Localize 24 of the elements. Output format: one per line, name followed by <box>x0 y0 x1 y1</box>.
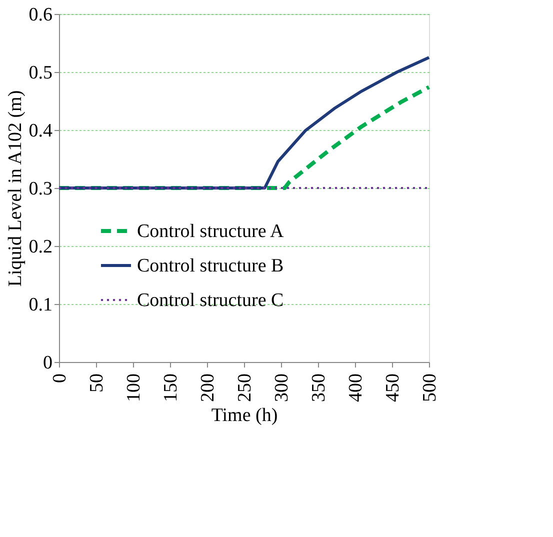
x-axis-title: Time (h) <box>211 405 278 426</box>
legend-label: Control structure C <box>137 290 284 311</box>
x-tick-label: 150 <box>160 374 182 402</box>
x-tick-label: 100 <box>124 374 144 402</box>
x-tick-label: 350 <box>308 374 330 402</box>
y-axis-title: Liquid Level in A102 (m) <box>4 90 26 287</box>
y-tick-label: 0 <box>43 352 52 374</box>
y-tick-label: 0.2 <box>28 236 52 258</box>
y-tick-label: 0.3 <box>28 178 52 200</box>
y-tick-label: 0.1 <box>28 294 52 316</box>
y-tick-label: 0.4 <box>28 120 53 142</box>
x-tick-label: 300 <box>272 374 292 402</box>
x-tick-label: 200 <box>198 374 218 402</box>
x-tick-label: 50 <box>86 374 108 392</box>
x-tick-label: 0 <box>50 374 70 383</box>
x-tick-label: 250 <box>234 374 256 402</box>
line-series <box>57 85 431 190</box>
y-tick-label: 0.6 <box>28 4 52 26</box>
legend-label: Control structure A <box>137 221 284 242</box>
x-tick-label: 400 <box>346 374 366 402</box>
x-tick-label: 450 <box>382 374 404 402</box>
x-tick-label: 500 <box>420 374 440 402</box>
y-tick-label: 0.5 <box>28 62 52 84</box>
legend-label: Control structure B <box>137 256 284 276</box>
